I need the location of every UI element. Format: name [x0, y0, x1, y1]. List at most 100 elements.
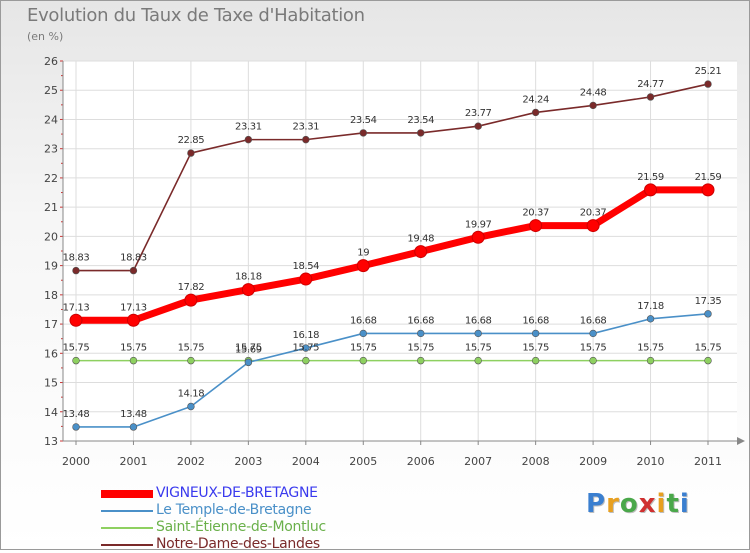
- data-point: [69, 313, 83, 327]
- data-label: 17.82: [178, 282, 205, 293]
- data-point: [644, 183, 658, 197]
- x-tick-label: 2005: [349, 455, 377, 468]
- x-tick-label: 2003: [234, 455, 262, 468]
- legend-swatch: [101, 544, 153, 546]
- y-tick-label: 26: [44, 55, 58, 68]
- data-label: 17.35: [695, 296, 722, 307]
- legend-label: Le Temple-de-Bretagne: [156, 502, 312, 518]
- x-tick-label: 2007: [464, 455, 492, 468]
- data-label: 23.77: [465, 108, 492, 119]
- data-point: [474, 122, 482, 130]
- y-tick-label: 14: [44, 406, 58, 419]
- data-label: 19.48: [407, 234, 434, 245]
- data-point: [589, 101, 597, 110]
- data-point: [704, 356, 712, 365]
- series-line: [75, 313, 709, 428]
- data-point: [302, 135, 310, 144]
- legend-swatch: [101, 490, 153, 498]
- series-group: [69, 80, 715, 431]
- y-tick-label: 17: [44, 318, 58, 331]
- data-label: 20.37: [522, 208, 549, 219]
- x-tick-label: 2002: [177, 455, 205, 468]
- data-label: 15.75: [637, 343, 664, 354]
- data-label: 18.83: [63, 253, 90, 264]
- data-label: 17.18: [637, 301, 664, 312]
- data-point: [471, 230, 485, 244]
- y-tick-label: 19: [44, 260, 58, 273]
- legend-label: VIGNEUX-DE-BRETAGNE: [156, 485, 318, 501]
- data-point: [474, 356, 482, 365]
- data-point: [244, 358, 253, 367]
- data-label: 21.59: [637, 172, 664, 183]
- data-label: 23.31: [292, 122, 319, 133]
- data-point: [646, 93, 655, 101]
- grid: [63, 60, 737, 442]
- data-point: [529, 219, 543, 233]
- data-label: 15.75: [63, 343, 90, 354]
- data-label: 15.75: [235, 343, 262, 354]
- data-label: 15.75: [120, 343, 147, 354]
- data-label: 15.75: [407, 343, 434, 354]
- data-point: [356, 259, 370, 273]
- data-point: [72, 356, 80, 365]
- legend-item: Notre-Dame-des-Landes: [101, 536, 401, 553]
- axes: 13 14 15 16 17 18 19 20 21 22 23 24 25 26 2000 2001 2002…: [44, 55, 745, 468]
- data-label: 16.68: [580, 315, 607, 326]
- legend-swatch: [101, 510, 153, 512]
- data-label: 23.54: [350, 115, 377, 126]
- y-tick-label: 15: [44, 377, 58, 390]
- data-label: 22.85: [178, 135, 205, 146]
- logo-letter: i: [656, 489, 667, 519]
- legend-label: Notre-Dame-des-Landes: [156, 536, 320, 552]
- x-tick-label: 2004: [292, 455, 320, 468]
- data-point: [129, 423, 138, 431]
- series-line: [72, 186, 712, 324]
- data-label: 18.83: [120, 253, 147, 264]
- proxiti-logo: Proxiti: [586, 489, 690, 519]
- legend-item: Saint-Étienne-de-Montluc: [101, 519, 401, 536]
- x-tick-label: 2000: [62, 455, 90, 468]
- data-point: [474, 329, 482, 338]
- data-label: 15.75: [695, 343, 722, 354]
- y-tick-label: 21: [44, 201, 58, 214]
- data-point: [589, 329, 597, 338]
- data-point: [646, 356, 655, 365]
- data-label: 13.48: [63, 409, 90, 420]
- data-point: [586, 219, 600, 233]
- chart-title: Evolution du Taux de Taxe d'Habitation: [27, 5, 365, 26]
- legend-swatch: [101, 527, 153, 529]
- legend-label: Saint-Étienne-de-Montluc: [156, 519, 326, 535]
- data-label: 15.75: [178, 343, 205, 354]
- data-label: 15.75: [580, 343, 607, 354]
- data-point: [359, 356, 367, 365]
- data-point: [187, 356, 195, 365]
- data-label: 17.13: [63, 302, 90, 313]
- data-label: 18.54: [292, 261, 319, 272]
- data-point: [129, 266, 138, 275]
- data-label: 15.69: [235, 344, 262, 355]
- x-axis-arrow: [737, 437, 745, 445]
- data-label: 20.37: [580, 208, 607, 219]
- data-label: 14.18: [178, 389, 205, 400]
- data-point: [299, 272, 313, 286]
- y-unit-label: (en %): [27, 30, 64, 43]
- data-label: 25.21: [695, 66, 722, 77]
- data-label: 15.75: [350, 343, 377, 354]
- legend-item: Le Temple-de-Bretagne: [101, 502, 401, 519]
- data-label: 16.18: [292, 330, 319, 341]
- x-tick-label: 2006: [407, 455, 435, 468]
- y-tick-label: 22: [44, 172, 58, 185]
- data-label: 16.68: [407, 315, 434, 326]
- y-tick-label: 24: [44, 113, 58, 126]
- data-label: 24.77: [637, 79, 664, 90]
- data-label: 15.75: [522, 343, 549, 354]
- data-point: [701, 183, 715, 197]
- y-tick-label: 20: [44, 230, 58, 243]
- data-label: 16.68: [350, 315, 377, 326]
- logo-letter: t: [666, 489, 680, 519]
- data-point: [531, 329, 540, 338]
- data-label: 23.54: [407, 115, 434, 126]
- y-tick-label: 25: [44, 84, 58, 97]
- data-point: [704, 310, 712, 318]
- logo-letter: o: [619, 489, 639, 519]
